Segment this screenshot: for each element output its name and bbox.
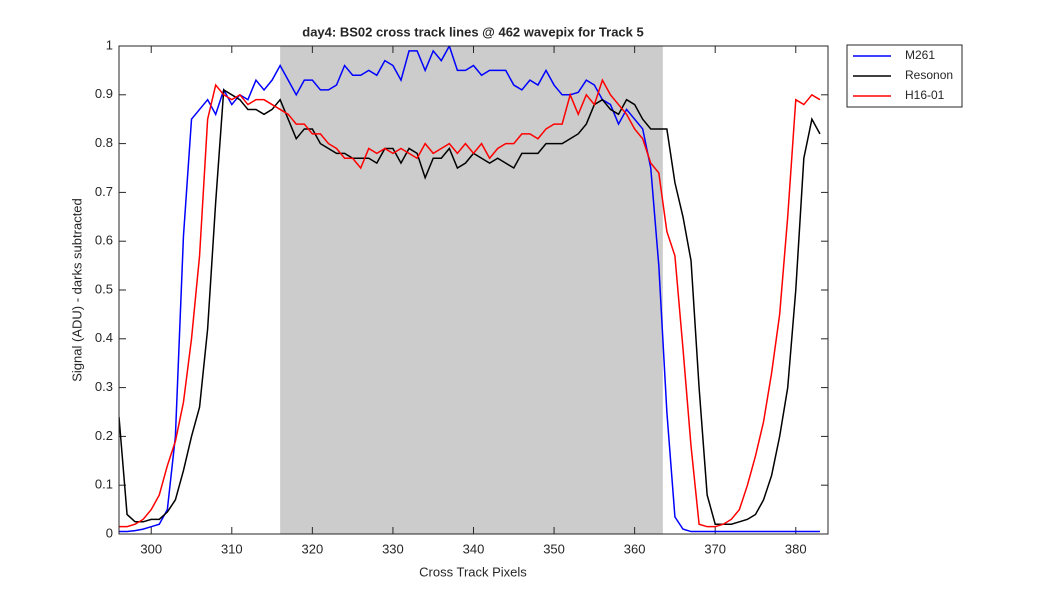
legend-label: M261 <box>905 48 935 62</box>
x-axis-label: Cross Track Pixels <box>419 564 527 579</box>
x-tick-label: 380 <box>785 541 807 556</box>
x-tick-label: 360 <box>624 541 646 556</box>
series-line <box>119 78 821 528</box>
y-tick-label: 0.3 <box>95 379 113 394</box>
y-tick-label: 0 <box>106 525 113 540</box>
y-tick-label: 0.6 <box>95 233 113 248</box>
y-tick-label: 0.4 <box>95 330 113 345</box>
x-tick-label: 370 <box>704 541 726 556</box>
x-tick-label: 350 <box>543 541 565 556</box>
x-tick-label: 340 <box>463 541 485 556</box>
y-tick-label: 0.7 <box>95 184 113 199</box>
shaded-region <box>280 46 663 534</box>
legend-label: Resonon <box>905 68 953 82</box>
x-tick-label: 300 <box>140 541 162 556</box>
axes-box <box>118 45 829 535</box>
x-tick-label: 310 <box>221 541 243 556</box>
y-tick-label: 0.2 <box>95 428 113 443</box>
x-tick-label: 330 <box>382 541 404 556</box>
series-line <box>119 46 820 533</box>
y-axis-label: Signal (ADU) - darks subtracted <box>69 198 84 382</box>
y-tick-label: 0.5 <box>95 281 113 296</box>
legend-label: H16-01 <box>905 88 945 102</box>
y-tick-label: 0.9 <box>95 86 113 101</box>
y-tick-label: 0.1 <box>95 477 113 492</box>
y-tick-label: 1 <box>106 37 113 52</box>
x-tick-label: 320 <box>302 541 324 556</box>
y-tick-label: 0.8 <box>95 135 113 150</box>
chart-title: day4: BS02 cross track lines @ 462 wavep… <box>302 24 643 39</box>
